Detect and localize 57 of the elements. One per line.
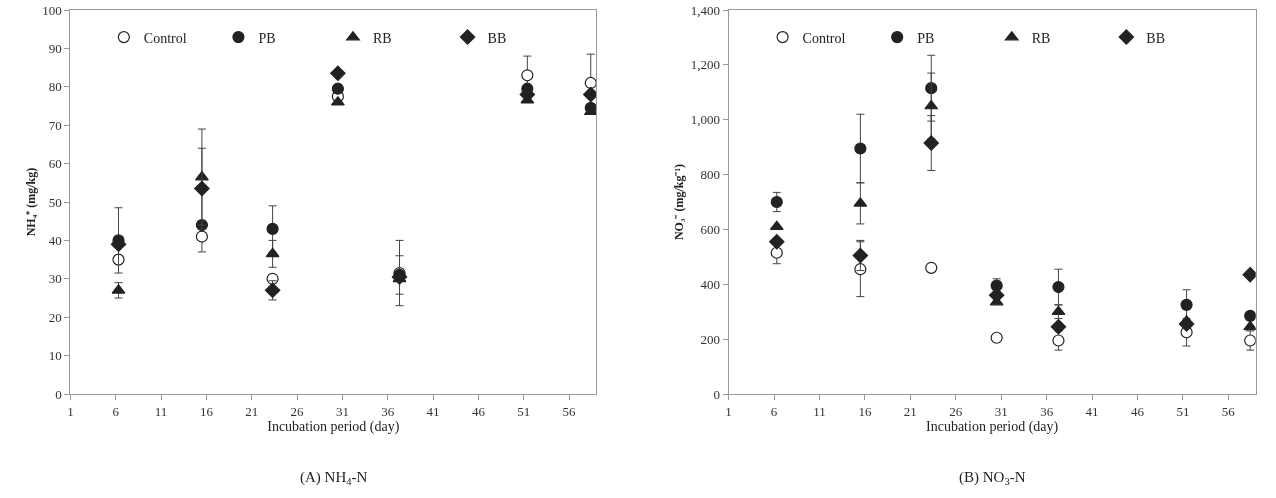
y-tick-label: 600 bbox=[700, 221, 721, 237]
x-tick-label: 6 bbox=[770, 403, 778, 419]
y-tick-label: 1,200 bbox=[690, 57, 721, 73]
y-tick-label: 400 bbox=[700, 276, 721, 292]
x-tick-label: 51 bbox=[517, 403, 531, 419]
y-tick-label: 50 bbox=[48, 194, 62, 210]
x-tick-label: 31 bbox=[994, 403, 1008, 419]
y-tick-label: 100 bbox=[42, 2, 62, 18]
x-tick-label: 26 bbox=[949, 403, 963, 419]
x-tick-label: 21 bbox=[903, 403, 917, 419]
y-axis-title: NH₄⁺ (mg/kg) bbox=[23, 167, 38, 237]
x-tick-label: 41 bbox=[426, 403, 440, 419]
y-tick-label: 1,000 bbox=[690, 112, 721, 128]
x-axis-title: Incubation period (day) bbox=[926, 418, 1059, 435]
x-tick-label: 36 bbox=[1040, 403, 1054, 419]
y-tick-label: 10 bbox=[48, 348, 62, 364]
legend-label: PB bbox=[258, 30, 276, 46]
legend-label: Control bbox=[802, 30, 846, 46]
y-tick-label: 0 bbox=[55, 386, 62, 402]
y-tick-label: 60 bbox=[48, 156, 62, 172]
x-tick-label: 26 bbox=[290, 403, 305, 419]
y-tick-label: 30 bbox=[48, 271, 62, 287]
x-tick-label: 16 bbox=[858, 403, 872, 419]
text: (B) NO$_{3}$-N bbox=[959, 469, 1026, 488]
x-tick-label: 1 bbox=[67, 403, 74, 419]
y-tick-label: 200 bbox=[700, 331, 721, 347]
y-tick-label: 20 bbox=[48, 309, 62, 325]
x-tick-label: 11 bbox=[813, 403, 826, 419]
x-tick-label: 1 bbox=[725, 403, 732, 419]
y-tick-label: 800 bbox=[700, 167, 721, 183]
x-tick-label: 46 bbox=[471, 403, 486, 419]
x-tick-label: 56 bbox=[562, 403, 577, 419]
y-tick-label: 70 bbox=[48, 117, 62, 133]
x-axis-title: Incubation period (day) bbox=[267, 418, 400, 435]
x-tick-label: 6 bbox=[112, 403, 120, 419]
legend-label: Control bbox=[143, 30, 187, 46]
y-tick-label: 1,400 bbox=[690, 2, 721, 18]
text: (A) NH$_{4}$-N bbox=[300, 469, 368, 488]
x-tick-label: 36 bbox=[381, 403, 395, 419]
legend-label: RB bbox=[372, 30, 392, 46]
legend-label: RB bbox=[1031, 30, 1051, 46]
legend-label: PB bbox=[917, 30, 935, 46]
x-tick-label: 31 bbox=[335, 403, 349, 419]
x-tick-label: 56 bbox=[1221, 403, 1236, 419]
y-tick-label: 0 bbox=[713, 386, 721, 402]
legend-label: BB bbox=[1146, 30, 1166, 46]
x-tick-label: 41 bbox=[1085, 403, 1099, 419]
x-tick-label: 11 bbox=[154, 403, 168, 419]
y-tick-label: 90 bbox=[48, 40, 62, 56]
x-tick-label: 51 bbox=[1176, 403, 1190, 419]
y-axis-title: NO₃⁻ (mg/kg⁻¹) bbox=[672, 163, 687, 241]
x-tick-label: 16 bbox=[199, 403, 214, 419]
x-tick-label: 21 bbox=[245, 403, 259, 419]
legend-label: BB bbox=[487, 30, 507, 46]
x-tick-label: 46 bbox=[1131, 403, 1145, 419]
y-tick-label: 80 bbox=[48, 79, 62, 95]
y-tick-label: 40 bbox=[48, 232, 62, 248]
